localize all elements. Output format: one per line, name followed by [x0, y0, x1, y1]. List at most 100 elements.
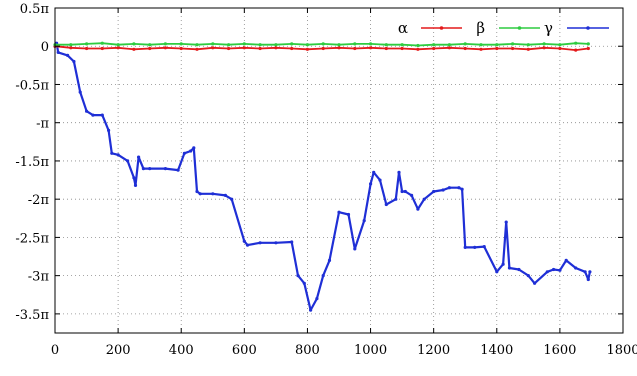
data-point	[463, 42, 467, 46]
x-tick-label: 600	[232, 343, 257, 358]
data-point	[116, 43, 120, 47]
data-point	[378, 178, 382, 182]
y-tick-label: -3.5π	[15, 308, 49, 323]
data-point	[107, 128, 111, 132]
data-point	[163, 167, 167, 171]
data-point	[274, 43, 278, 47]
data-point	[176, 168, 180, 172]
data-point	[179, 42, 183, 46]
data-point	[66, 53, 70, 58]
data-point	[586, 277, 590, 282]
data-point	[353, 247, 357, 251]
data-point	[558, 268, 562, 272]
data-point	[460, 187, 464, 191]
y-tick-label: -3π	[28, 270, 50, 285]
x-tick-label: 1000	[354, 343, 387, 358]
data-point	[85, 109, 89, 113]
data-point	[463, 46, 467, 51]
data-point	[353, 42, 357, 46]
plot-series	[53, 41, 592, 312]
data-point	[290, 46, 294, 51]
y-tick-label: 0	[41, 40, 49, 55]
y-tick-label: -1.5π	[15, 155, 49, 170]
data-point	[141, 167, 145, 171]
data-point	[321, 46, 325, 51]
legend-label: α	[398, 19, 408, 37]
data-point	[384, 202, 388, 207]
data-point	[400, 46, 404, 51]
data-point	[574, 266, 578, 270]
data-point	[501, 262, 505, 266]
data-point	[198, 192, 202, 196]
data-point	[542, 46, 546, 50]
y-tick-label: -2.5π	[15, 231, 49, 246]
x-tick-label: 0	[51, 343, 59, 358]
data-point	[495, 270, 499, 274]
data-point	[274, 241, 278, 245]
data-point	[564, 258, 568, 262]
data-point	[574, 41, 578, 45]
x-tick-label: 1800	[606, 343, 637, 358]
data-point	[432, 46, 436, 51]
data-point	[447, 46, 451, 50]
data-point	[163, 42, 167, 46]
data-point	[242, 42, 246, 46]
x-tick-label: 200	[106, 343, 131, 358]
data-point	[369, 42, 373, 46]
data-point	[457, 186, 461, 190]
data-point	[78, 90, 82, 94]
data-point	[353, 46, 357, 51]
data-point	[195, 189, 199, 194]
data-point	[227, 46, 231, 51]
x-tick-label: 1600	[543, 343, 576, 358]
y-tick-label: -π	[36, 117, 49, 132]
data-point	[526, 43, 530, 47]
data-point	[517, 267, 521, 272]
data-point	[305, 43, 309, 47]
data-point	[510, 46, 515, 51]
data-point	[495, 46, 499, 51]
data-point	[245, 243, 250, 247]
data-point	[403, 189, 407, 194]
data-point	[242, 239, 246, 243]
data-point	[85, 46, 89, 51]
data-point	[195, 43, 199, 47]
data-point	[416, 207, 420, 211]
data-point	[479, 43, 483, 47]
data-point	[179, 46, 183, 51]
axis-ticks: 0 200 400 600 800 1000 1200 1400 1600 1800 0.5π 0 -0…	[15, 2, 637, 358]
data-point	[91, 113, 95, 117]
data-point	[321, 42, 325, 46]
data-point	[507, 266, 511, 270]
y-tick-label: 0.5π	[20, 2, 50, 17]
legend-marker	[586, 26, 590, 30]
x-tick-label: 800	[295, 343, 320, 358]
data-point	[133, 183, 138, 187]
data-point	[432, 189, 436, 194]
data-point	[400, 43, 404, 47]
legend-label: γ	[544, 19, 553, 37]
data-point	[100, 113, 104, 117]
data-point	[558, 46, 562, 51]
data-point	[369, 46, 373, 50]
data-point	[504, 220, 508, 224]
x-tick-label: 1400	[480, 343, 513, 358]
data-point	[223, 193, 227, 197]
data-point	[588, 270, 592, 274]
data-point	[545, 270, 549, 274]
data-point	[242, 46, 246, 50]
data-point	[182, 151, 186, 155]
data-point	[302, 281, 306, 285]
x-tick-label: 400	[169, 343, 194, 358]
legend-marker	[517, 26, 522, 30]
data-point	[583, 270, 587, 274]
data-point	[211, 42, 215, 46]
data-point	[100, 46, 104, 51]
data-point	[163, 46, 167, 50]
data-point	[274, 46, 278, 50]
data-point	[586, 42, 590, 46]
data-point	[110, 151, 114, 155]
data-point	[290, 42, 294, 46]
data-point	[574, 48, 578, 52]
